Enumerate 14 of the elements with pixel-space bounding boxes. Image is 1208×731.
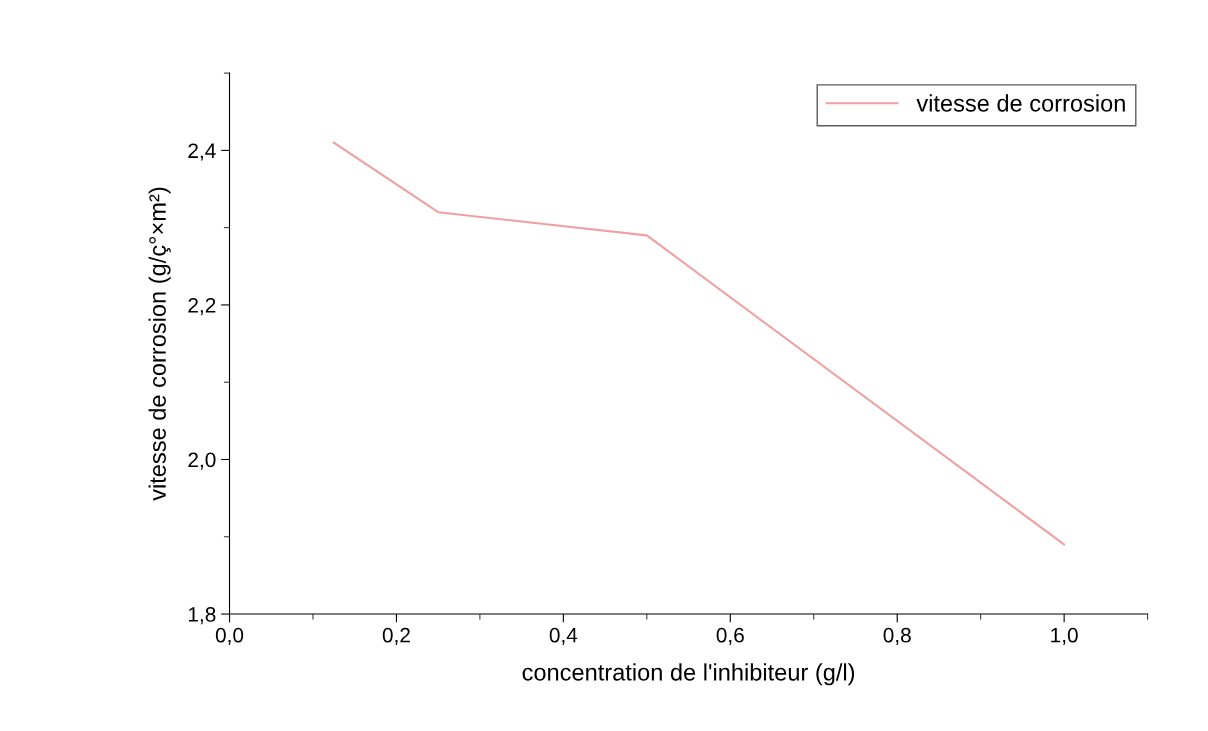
x-tick-label: 0,8 [883, 627, 911, 645]
line-series [332, 141, 1066, 546]
y-tick-label: 2,4 [188, 143, 216, 161]
y-tick-label: 1,8 [188, 607, 216, 625]
y-tick-label: 2,0 [188, 452, 216, 470]
x-tick-label: 0,0 [215, 627, 244, 645]
y-tick-label: 2,2 [188, 297, 216, 316]
x-axis-title: concentration de l'inhibiteur (g/l) [522, 663, 855, 686]
x-tick-label: 0,6 [716, 627, 744, 645]
x-tick-label: 1,0 [1051, 627, 1078, 645]
x-tick-label: 0,2 [382, 627, 410, 645]
x-tick-label: 0,4 [549, 627, 578, 645]
y-axis-title: vitesse de corrosion (g/ç°×m²) [148, 187, 171, 501]
legend-label: vitesse de corrosion [916, 94, 1125, 112]
